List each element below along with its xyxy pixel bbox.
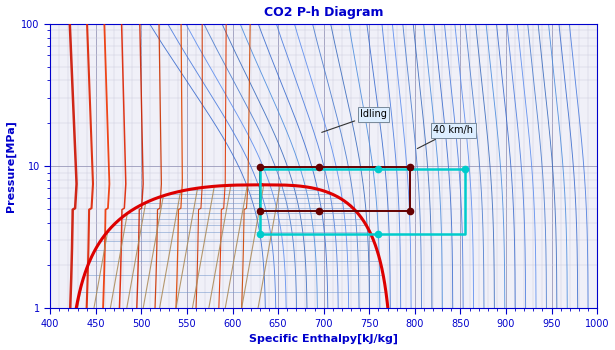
Text: Idling: Idling xyxy=(322,109,387,132)
Title: CO2 P-h Diagram: CO2 P-h Diagram xyxy=(264,6,383,19)
Y-axis label: Pressure[MPa]: Pressure[MPa] xyxy=(6,120,16,212)
X-axis label: Specific Enthalpy[kJ/kg]: Specific Enthalpy[kJ/kg] xyxy=(249,334,398,344)
Text: 40 km/h: 40 km/h xyxy=(418,125,473,149)
